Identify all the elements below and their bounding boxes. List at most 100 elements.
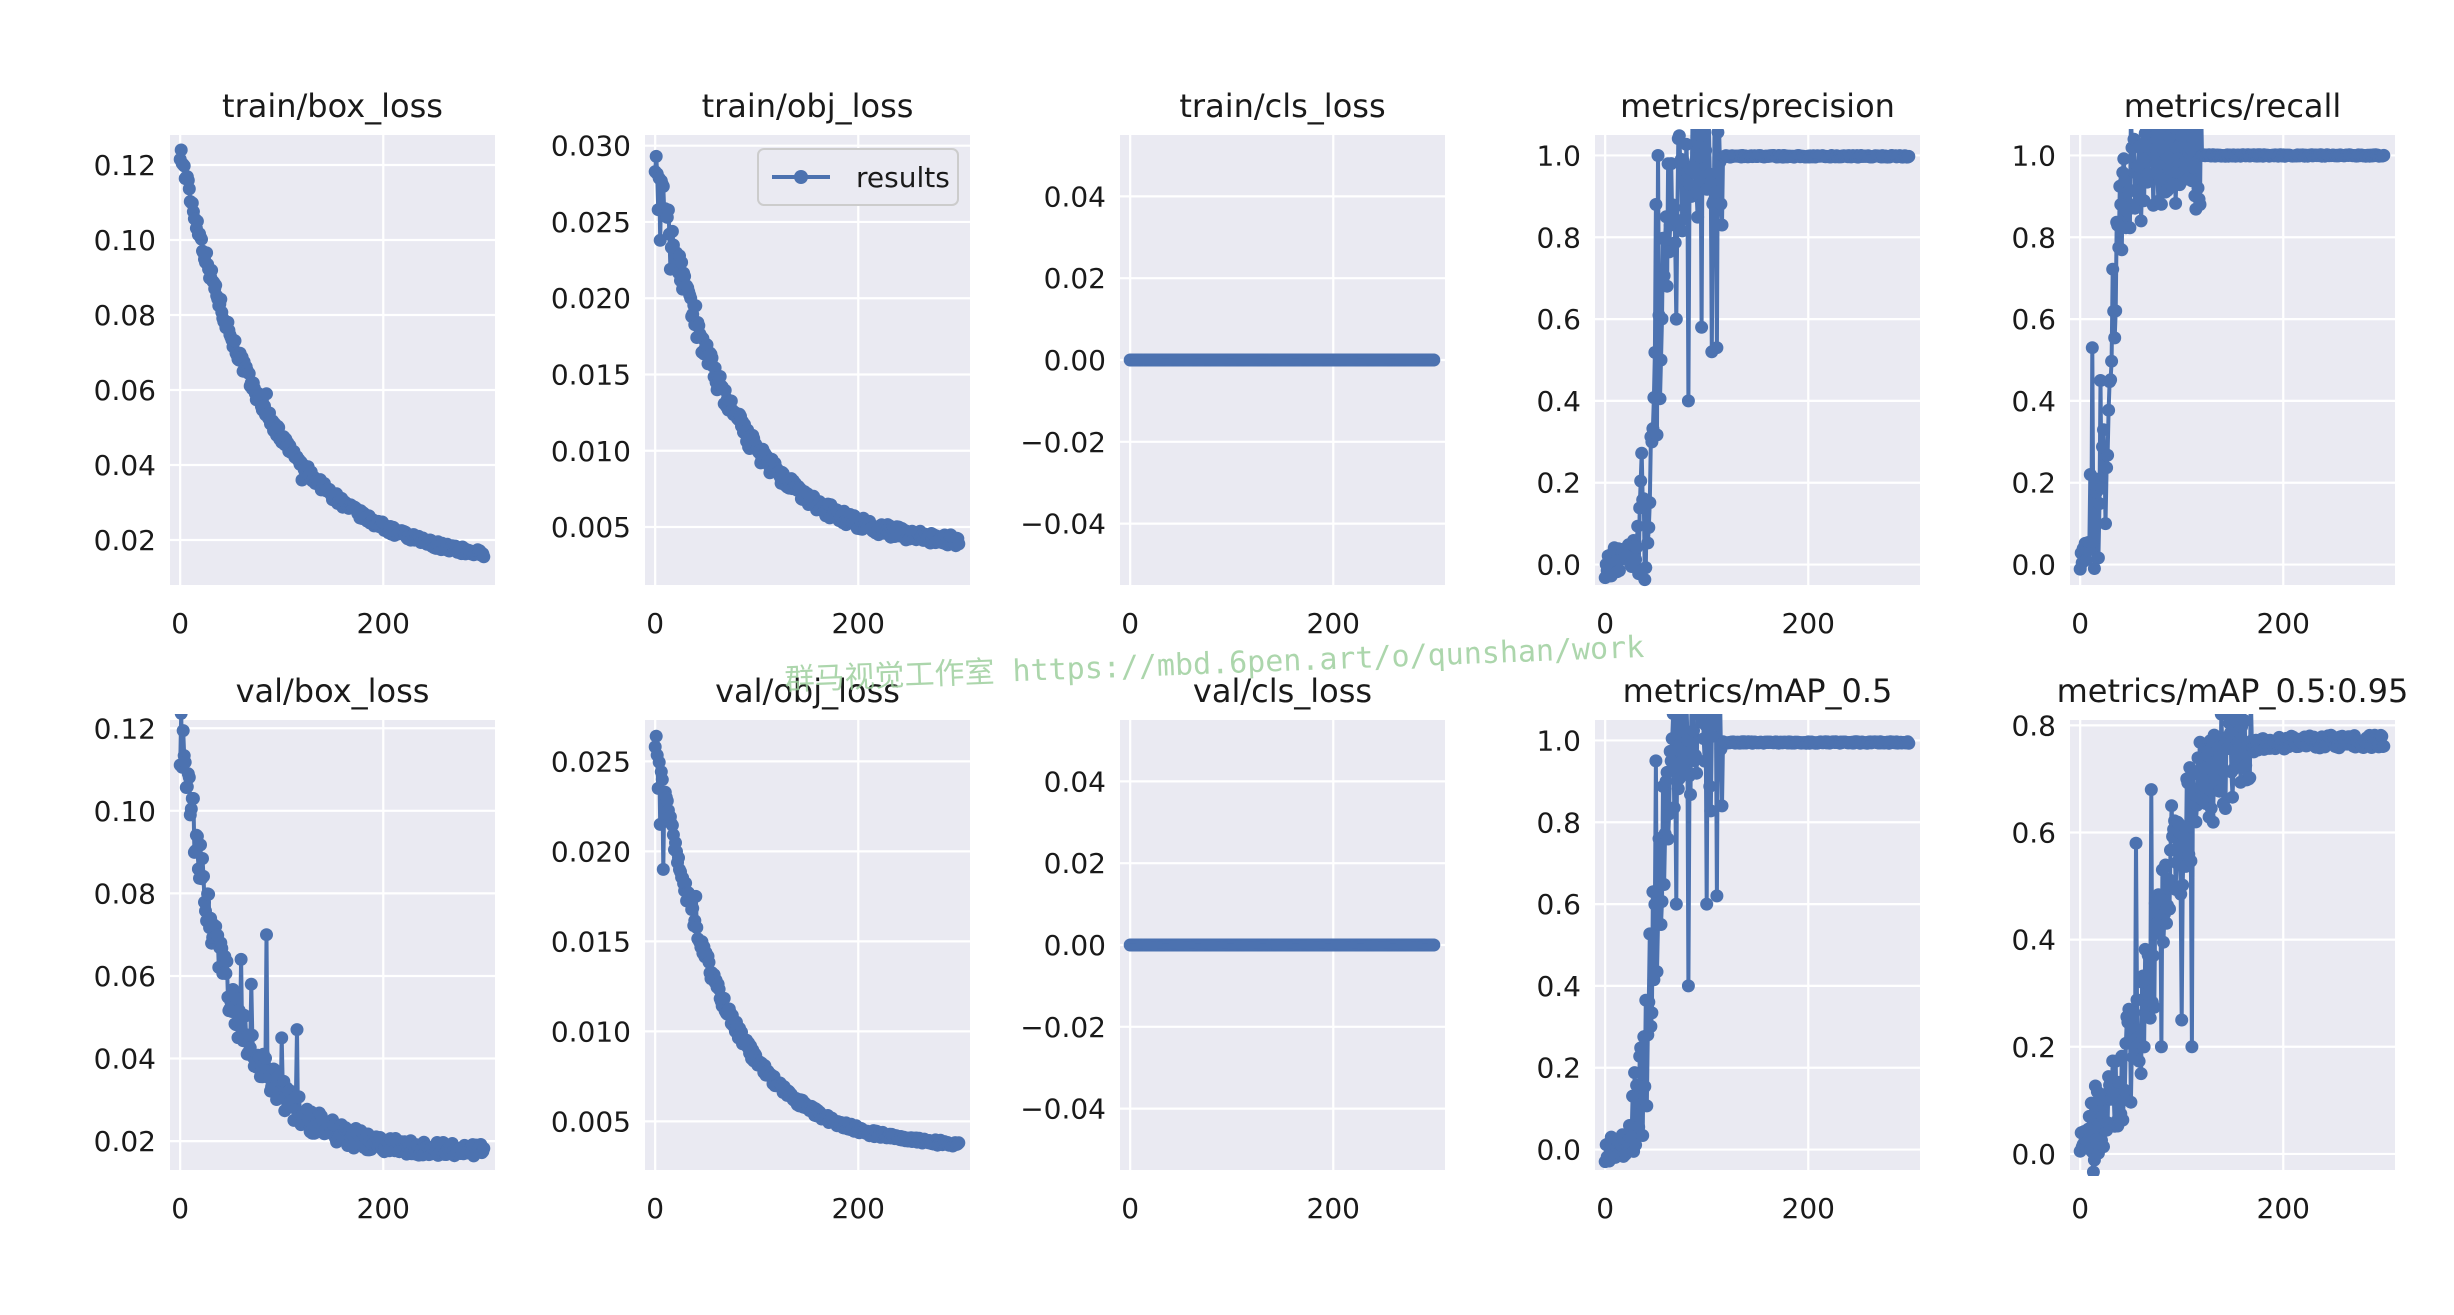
y-tick-label: 0.015: [551, 925, 631, 958]
data-point: [2116, 1113, 2130, 1127]
data-point: [2079, 553, 2093, 567]
data-point: [2189, 815, 2203, 829]
data-point: [1649, 198, 1663, 211]
data-point: [1675, 224, 1689, 238]
data-point: [2124, 1095, 2138, 1109]
data-point: [2093, 497, 2106, 511]
y-tick-label: 0.06: [94, 374, 156, 407]
data-point: [1634, 474, 1648, 488]
y-tick-label: −0.04: [1020, 1093, 1106, 1126]
data-point: [1641, 536, 1655, 550]
y-tick-label: 1.0: [1536, 724, 1581, 757]
data-point: [1705, 729, 1719, 743]
data-point: [1680, 733, 1694, 747]
subplot-train-cls-loss: −0.04 −0.02 0.00 0.02 0.04 0 200 train/cls_loss: [1020, 87, 1445, 640]
data-point: [2156, 935, 2170, 949]
data-point: [1672, 129, 1686, 143]
data-point: [220, 954, 234, 968]
data-point: [1715, 799, 1729, 813]
data-point: [1646, 885, 1660, 899]
data-point: [2214, 714, 2228, 721]
x-tick-label: 0: [1121, 1192, 1139, 1225]
data-point: [665, 818, 679, 832]
data-point: [2134, 1067, 2148, 1081]
y-tick-label: 0.2: [2011, 1031, 2056, 1064]
data-point: [1626, 1089, 1640, 1103]
data-point: [1661, 832, 1675, 846]
data-point: [174, 714, 188, 720]
data-point: [2239, 758, 2253, 772]
data-point: [2101, 448, 2115, 462]
y-tick-label: −0.02: [1020, 1011, 1106, 1044]
y-tick-label: 0.0: [2011, 549, 2056, 582]
data-point: [690, 921, 704, 934]
data-point: [234, 952, 248, 966]
data-point: [2105, 354, 2119, 368]
y-tick-label: 0.4: [2011, 385, 2056, 418]
data-point: [1650, 428, 1664, 442]
y-tick-label: 0.6: [1536, 888, 1581, 921]
y-tick-label: −0.04: [1020, 508, 1106, 541]
data-point: [2191, 181, 2205, 195]
data-point: [1628, 1066, 1642, 1080]
data-point: [1675, 714, 1687, 717]
data-point: [1427, 353, 1441, 367]
data-point: [2206, 815, 2220, 829]
data-point: [1634, 1041, 1648, 1055]
y-tick-label: 0.8: [1536, 806, 1581, 839]
x-tick-label: 200: [357, 1192, 410, 1225]
data-point: [174, 143, 188, 157]
data-point: [1689, 166, 1702, 180]
data-point: [1704, 176, 1718, 190]
series-results: [1123, 353, 1441, 367]
data-point: [1660, 279, 1674, 293]
data-point: [672, 851, 685, 865]
data-point: [1679, 137, 1693, 151]
x-tick-label: 0: [1596, 1192, 1614, 1225]
y-tick-label: 0.4: [1536, 970, 1581, 1003]
x-tick-label: 200: [1782, 1192, 1835, 1225]
data-point: [2204, 801, 2218, 815]
data-point: [2226, 790, 2239, 804]
subplot-title: metrics/recall: [2124, 87, 2342, 125]
subplot-train-obj-loss: 0.005 0.010 0.015 0.020 0.025 0.030 0 200 train/…: [551, 87, 970, 640]
data-point: [244, 977, 258, 991]
data-point: [1643, 496, 1657, 510]
y-tick-label: 0.0: [1536, 1134, 1581, 1167]
y-tick-label: 0.12: [94, 712, 156, 745]
series-results: [2073, 714, 2391, 1176]
data-point: [275, 1031, 289, 1045]
y-tick-label: 0.010: [551, 435, 631, 468]
series-results: [1598, 714, 1916, 1169]
data-point: [1704, 804, 1718, 818]
data-point: [176, 724, 190, 738]
data-point: [194, 838, 207, 852]
x-tick-label: 0: [1596, 607, 1614, 640]
series-results: [1123, 938, 1441, 952]
data-point: [196, 852, 209, 865]
y-tick-label: 0.12: [94, 149, 156, 182]
y-tick-label: 1.0: [2011, 139, 2056, 172]
data-point: [477, 550, 491, 564]
data-point: [2154, 1040, 2168, 1054]
series-results: [1598, 129, 1916, 587]
data-point: [1681, 394, 1695, 408]
data-point: [2140, 972, 2154, 985]
data-point: [1639, 561, 1653, 575]
y-tick-label: 0.025: [551, 206, 631, 239]
data-point: [2117, 152, 2131, 166]
subplot-title: val/cls_loss: [1193, 672, 1372, 710]
data-point: [2131, 159, 2145, 173]
data-point: [1691, 210, 1705, 224]
data-point: [200, 246, 214, 260]
data-point: [2177, 830, 2191, 844]
data-point: [2144, 783, 2158, 797]
data-point: [292, 1090, 306, 1104]
legend-frame: [757, 148, 959, 206]
data-point: [1657, 878, 1671, 891]
data-point: [2226, 714, 2230, 715]
y-tick-label: 0.02: [1044, 847, 1106, 880]
x-tick-label: 200: [1307, 607, 1360, 640]
data-point: [2138, 129, 2152, 140]
data-point: [195, 232, 208, 246]
